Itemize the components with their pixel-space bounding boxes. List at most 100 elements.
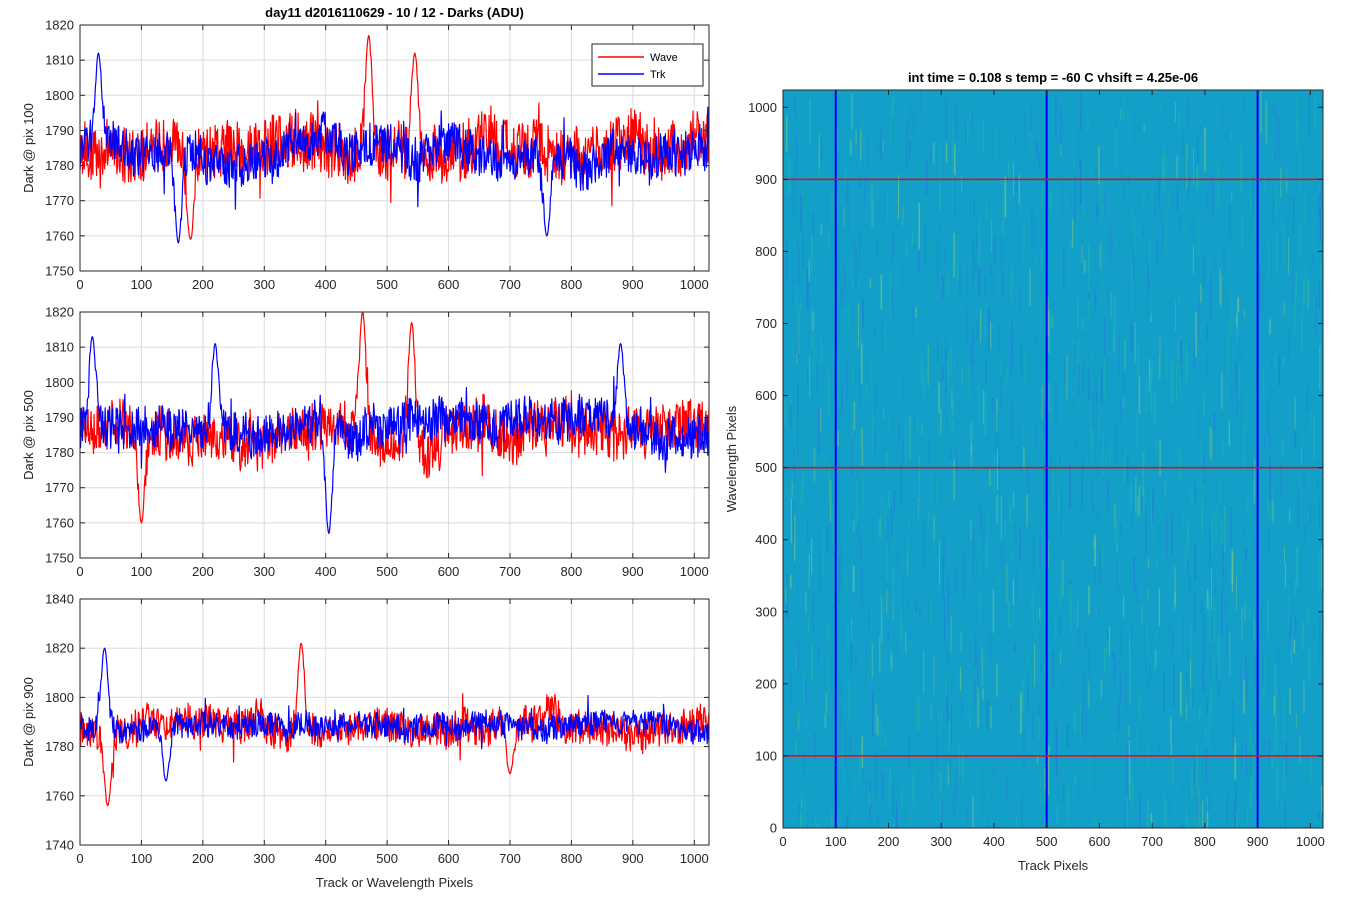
x-tick-label: 800 — [561, 564, 583, 579]
y-tick-label: 1760 — [45, 515, 74, 530]
series-group — [80, 642, 709, 807]
axes-box — [782, 89, 1324, 829]
x-tick-label: 1000 — [1296, 834, 1325, 849]
y-tick-label: 1780 — [45, 739, 74, 754]
y-tick-label: 1770 — [45, 193, 74, 208]
axes-box — [79, 598, 710, 846]
x-tick-label: 800 — [561, 277, 583, 292]
axes-box — [79, 311, 710, 559]
y-axis-label: Dark @ pix 100 — [21, 103, 36, 193]
x-tick-label: 400 — [315, 564, 337, 579]
y-tick-label: 1780 — [45, 158, 74, 173]
y-tick-label: 300 — [755, 604, 777, 619]
legend: Wave Trk — [591, 43, 704, 87]
x-tick-label: 400 — [315, 851, 337, 866]
y-tick-label: 1000 — [748, 100, 777, 115]
y-tick-label: 1800 — [45, 690, 74, 705]
x-axis-label: Track Pixels — [1018, 858, 1089, 873]
x-tick-label: 300 — [253, 564, 275, 579]
series-line-trk — [80, 336, 709, 535]
y-tick-label: 1800 — [45, 375, 74, 390]
chart-1: 0 100 200 300 400 500 600 700 800 900 1000 1750 1760… — [21, 5, 710, 292]
x-tick-label: 800 — [561, 851, 583, 866]
x-tick-label: 900 — [622, 564, 644, 579]
y-tick-label: 1840 — [45, 592, 74, 607]
x-tick-label: 700 — [499, 277, 521, 292]
y-tick-label: 400 — [755, 532, 777, 547]
y-tick-label: 500 — [755, 460, 777, 475]
x-tick-label: 300 — [253, 851, 275, 866]
y-tick-label: 1820 — [45, 305, 74, 320]
x-tick-label: 700 — [1141, 834, 1163, 849]
x-tick-label: 400 — [983, 834, 1005, 849]
x-axis-label: Track or Wavelength Pixels — [316, 875, 474, 890]
x-tick-label: 0 — [779, 834, 786, 849]
y-tick-label: 1800 — [45, 88, 74, 103]
x-tick-label: 800 — [1194, 834, 1216, 849]
y-tick-label: 1810 — [45, 340, 74, 355]
legend-entry: Trk — [650, 69, 666, 81]
axes-box — [79, 24, 710, 272]
x-tick-label: 900 — [622, 277, 644, 292]
x-tick-label: 900 — [622, 851, 644, 866]
chart-title: day11 d2016110629 - 10 / 12 - Darks (ADU… — [265, 5, 524, 20]
y-tick-label: 600 — [755, 388, 777, 403]
y-axis-label: Dark @ pix 900 — [21, 677, 36, 767]
y-tick-label: 1760 — [45, 788, 74, 803]
series-group — [80, 312, 709, 535]
heatmap-background — [783, 90, 1323, 828]
y-tick-label: 0 — [770, 821, 777, 836]
x-tick-label: 300 — [253, 277, 275, 292]
x-tick-label: 500 — [1036, 834, 1058, 849]
y-tick-label: 1810 — [45, 53, 74, 68]
x-tick-label: 600 — [1089, 834, 1111, 849]
y-tick-label: 1750 — [45, 551, 74, 566]
chart-3: 0 100 200 300 400 500 600 700 800 900 1000 1740 1760… — [21, 592, 710, 890]
series-group — [80, 34, 709, 244]
chart-title: int time = 0.108 s temp = -60 C vhsift =… — [908, 70, 1198, 85]
x-tick-label: 100 — [131, 277, 153, 292]
x-tick-label: 400 — [315, 277, 337, 292]
y-tick-label: 1740 — [45, 838, 74, 853]
x-tick-label: 200 — [192, 564, 214, 579]
x-tick-label: 0 — [76, 851, 83, 866]
x-tick-label: 500 — [376, 564, 398, 579]
y-tick-label: 1770 — [45, 480, 74, 495]
x-tick-label: 1000 — [680, 277, 709, 292]
y-tick-label: 1790 — [45, 410, 74, 425]
x-tick-label: 600 — [438, 277, 460, 292]
legend-box — [591, 43, 704, 87]
y-tick-label: 700 — [755, 316, 777, 331]
x-tick-label: 900 — [1247, 834, 1269, 849]
x-tick-label: 0 — [76, 564, 83, 579]
x-tick-label: 200 — [192, 851, 214, 866]
x-tick-label: 100 — [131, 851, 153, 866]
legend-entry: Wave — [650, 52, 678, 64]
chart-2: 0 100 200 300 400 500 600 700 800 900 1000 1750 1760… — [21, 305, 710, 579]
y-tick-label: 1760 — [45, 228, 74, 243]
x-tick-label: 300 — [930, 834, 952, 849]
chart-4: 0 100 200 300 400 500 600 700 800 900 1000 0 100 200 3… — [724, 70, 1325, 873]
x-tick-label: 1000 — [680, 851, 709, 866]
x-tick-label: 600 — [438, 564, 460, 579]
y-tick-label: 1790 — [45, 123, 74, 138]
series-line-wave — [80, 34, 709, 240]
y-tick-label: 1780 — [45, 445, 74, 460]
x-tick-label: 700 — [499, 564, 521, 579]
x-tick-label: 200 — [878, 834, 900, 849]
y-axis-label: Dark @ pix 500 — [21, 390, 36, 480]
series-line-trk — [80, 52, 709, 244]
y-axis-label: Wavelength Pixels — [724, 405, 739, 512]
y-tick-label: 200 — [755, 676, 777, 691]
y-tick-label: 1820 — [45, 18, 74, 33]
x-tick-label: 0 — [76, 277, 83, 292]
x-tick-label: 100 — [825, 834, 847, 849]
heatmap-streaks — [783, 90, 1323, 828]
x-tick-label: 500 — [376, 851, 398, 866]
x-tick-label: 700 — [499, 851, 521, 866]
x-tick-label: 500 — [376, 277, 398, 292]
y-tick-label: 1820 — [45, 641, 74, 656]
x-tick-label: 1000 — [680, 564, 709, 579]
x-tick-label: 100 — [131, 564, 153, 579]
